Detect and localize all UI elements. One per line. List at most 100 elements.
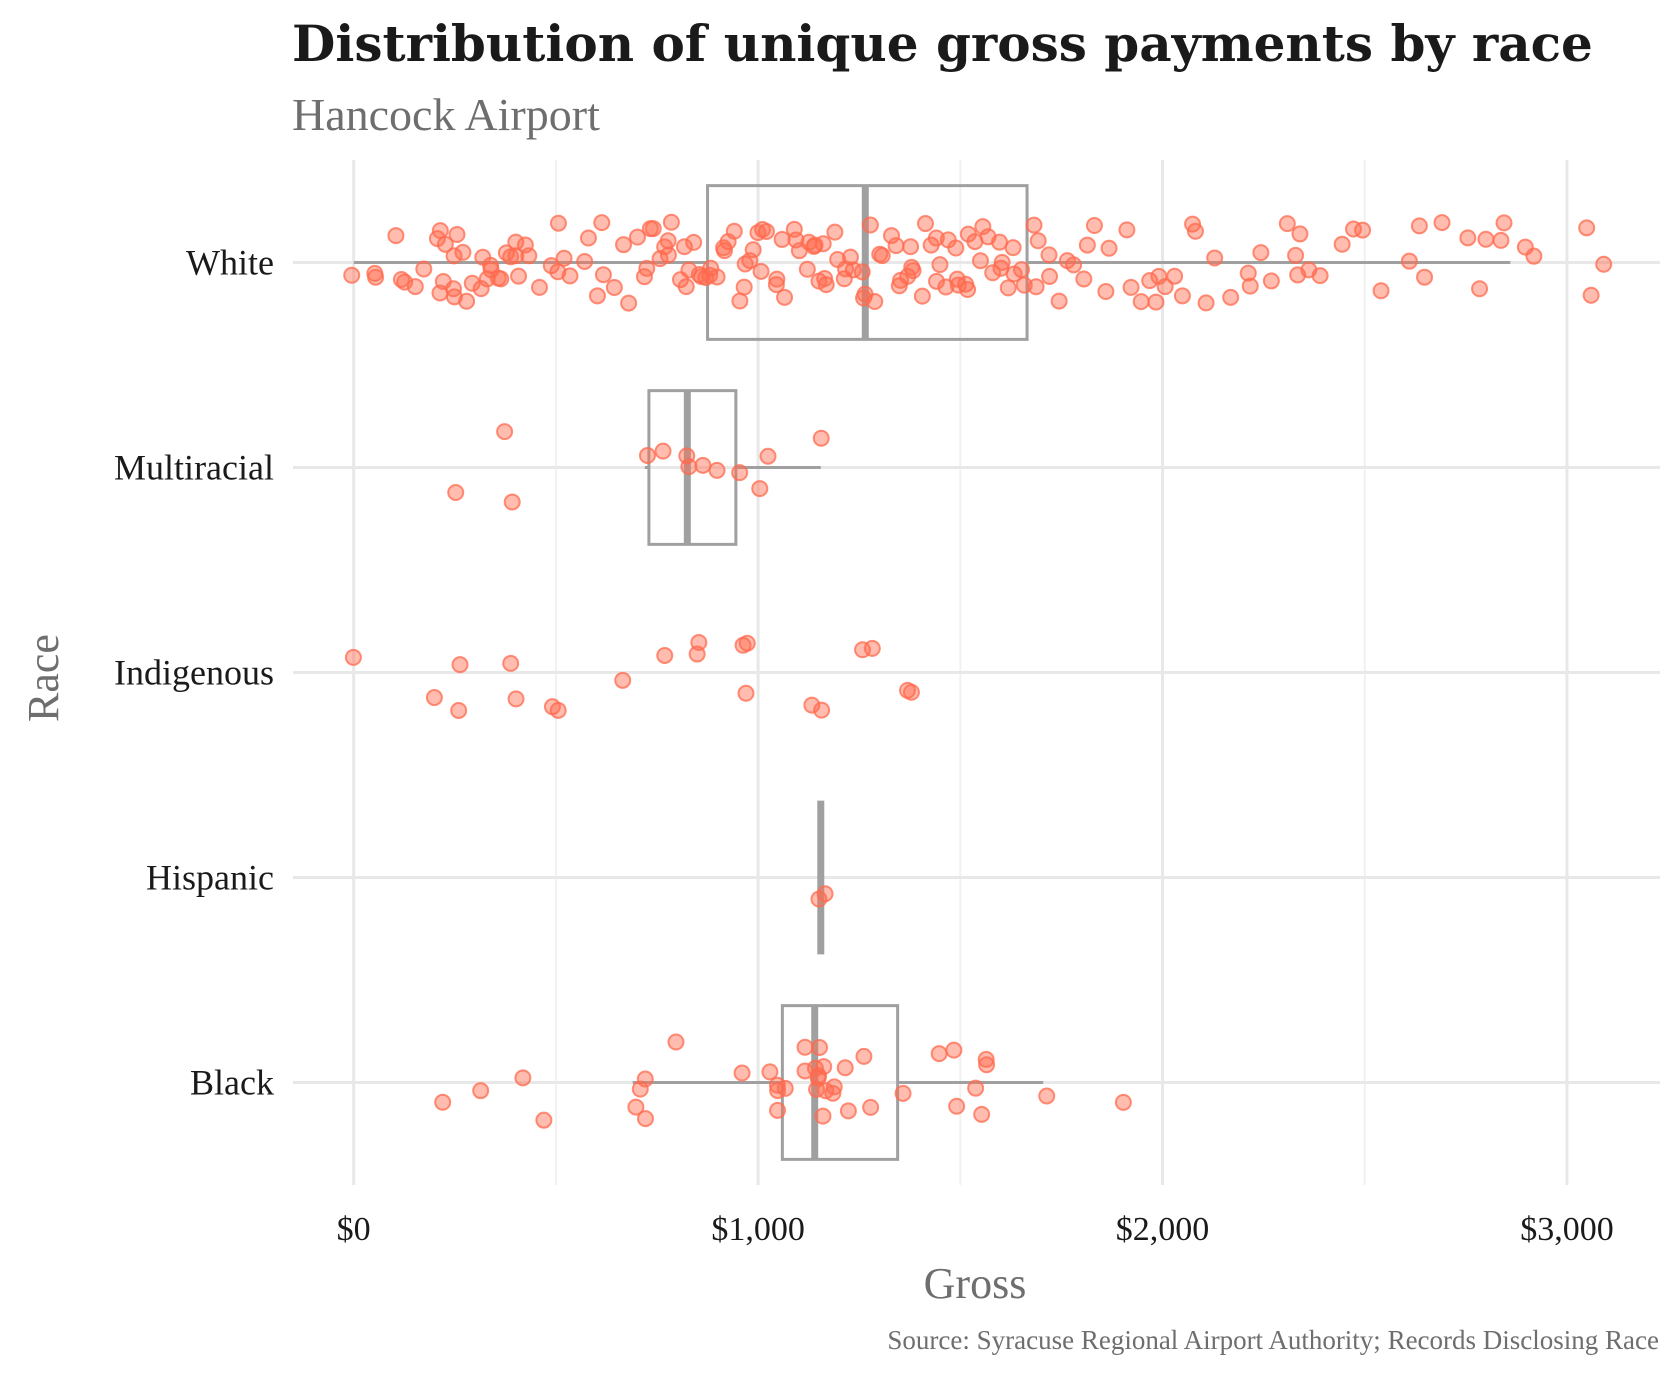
data-point [507, 690, 525, 708]
data-point [448, 225, 466, 243]
data-point [971, 252, 989, 270]
data-point [615, 236, 633, 254]
data-point [685, 233, 703, 251]
data-point [1492, 231, 1510, 249]
data-point [1372, 282, 1390, 300]
data-point [1085, 217, 1103, 235]
data-point [1433, 214, 1451, 232]
x-tick-label: $3,000 [1520, 1211, 1614, 1248]
data-point [431, 222, 449, 240]
y-tick-label: White [186, 243, 274, 283]
data-point [984, 264, 1002, 282]
data-point [1477, 230, 1495, 248]
data-point [945, 1041, 963, 1059]
data-point [463, 274, 481, 292]
data-point [1041, 267, 1059, 285]
data-point [839, 1102, 857, 1120]
data-point [445, 247, 463, 265]
data-point [947, 239, 965, 257]
data-point [344, 648, 362, 666]
data-point [641, 220, 659, 238]
data-point [903, 258, 921, 276]
data-point [1166, 267, 1184, 285]
data-point [1582, 286, 1600, 304]
data-point [862, 1098, 880, 1116]
data-point [659, 246, 677, 264]
data-point [503, 493, 521, 511]
data-point [866, 293, 884, 311]
data-point [614, 671, 632, 689]
data-point [1525, 247, 1543, 265]
data-point [931, 256, 949, 274]
data-point [937, 278, 955, 296]
data-point [654, 442, 672, 460]
data-point [957, 275, 975, 293]
data-point [425, 689, 443, 707]
x-axis-ticks: $0 $1,000 $2,000 $3,000 [337, 1211, 1614, 1248]
grid-lines [293, 160, 1660, 1185]
data-point [638, 259, 656, 277]
data-point [733, 1064, 751, 1082]
data-point [1495, 214, 1513, 232]
data-point [873, 247, 891, 265]
data-point [967, 1079, 985, 1097]
data-point [1197, 294, 1215, 312]
data-point [1029, 232, 1047, 250]
data-point [343, 266, 361, 284]
data-point [902, 683, 920, 701]
data-point [731, 292, 749, 310]
data-point [810, 890, 828, 908]
point-layer [343, 213, 1613, 1129]
data-point [588, 287, 606, 305]
data-point [677, 278, 695, 296]
y-tick-label: Multiracial [114, 448, 274, 488]
data-point [757, 222, 775, 240]
data-point [769, 1101, 787, 1119]
data-point [1132, 293, 1150, 311]
data-point [1400, 252, 1418, 270]
data-point [1287, 246, 1305, 264]
data-point [744, 241, 762, 259]
data-point [813, 701, 831, 719]
chart-title: Distribution of unique gross payments by… [292, 14, 1593, 73]
data-point [787, 231, 805, 249]
data-point [367, 268, 385, 286]
data-point [1027, 278, 1045, 296]
data-point [450, 701, 468, 719]
y-tick-label: Black [190, 1063, 274, 1103]
data-point [561, 267, 579, 285]
data-point [853, 263, 871, 281]
data-point [605, 278, 623, 296]
data-point [1097, 282, 1115, 300]
data-point [1078, 236, 1096, 254]
data-point [1186, 222, 1204, 240]
data-point [1013, 261, 1031, 279]
data-point [1241, 277, 1259, 295]
data-point [977, 1050, 995, 1068]
data-point [514, 1069, 532, 1087]
data-point [1141, 272, 1159, 290]
data-point [769, 1082, 787, 1100]
data-point [708, 268, 726, 286]
data-point [594, 266, 612, 284]
data-point [776, 288, 794, 306]
data-point [1004, 239, 1022, 257]
data-point [675, 238, 693, 256]
data-point [1578, 219, 1596, 237]
data-point [798, 260, 816, 278]
data-point [803, 696, 821, 714]
data-point [1065, 256, 1083, 274]
data-point [627, 1098, 645, 1116]
data-point [978, 1056, 996, 1074]
data-point [638, 446, 656, 464]
data-point [1471, 280, 1489, 298]
data-point [520, 247, 538, 265]
data-point [593, 214, 611, 232]
x-tick-label: $0 [337, 1211, 371, 1248]
data-point [1040, 246, 1058, 264]
data-point [454, 243, 472, 261]
data-point [1416, 268, 1434, 286]
data-point [973, 1105, 991, 1123]
data-point [1311, 267, 1329, 285]
data-point [620, 294, 638, 312]
